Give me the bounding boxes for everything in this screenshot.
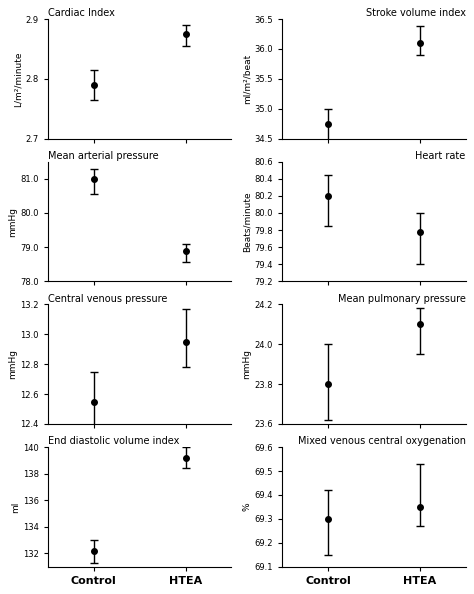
Text: Cardiac Index: Cardiac Index (48, 8, 115, 18)
Text: Mixed venous central oxygenation: Mixed venous central oxygenation (298, 437, 465, 447)
Y-axis label: %: % (243, 503, 252, 511)
Y-axis label: L/m²/minute: L/m²/minute (14, 51, 23, 106)
Text: Mean arterial pressure: Mean arterial pressure (48, 151, 158, 161)
Text: Stroke volume index: Stroke volume index (365, 8, 465, 18)
Text: End diastolic volume index: End diastolic volume index (48, 437, 179, 447)
Y-axis label: Beats/minute: Beats/minute (243, 191, 252, 252)
Y-axis label: mmHg: mmHg (9, 207, 18, 236)
Text: Central venous pressure: Central venous pressure (48, 293, 167, 304)
Y-axis label: mmHg: mmHg (243, 349, 252, 379)
Text: Mean pulmonary pressure: Mean pulmonary pressure (338, 293, 465, 304)
Y-axis label: mmHg: mmHg (9, 349, 18, 379)
Y-axis label: ml: ml (11, 501, 20, 513)
Y-axis label: ml/m²/beat: ml/m²/beat (243, 53, 252, 104)
Text: Heart rate: Heart rate (415, 151, 465, 161)
